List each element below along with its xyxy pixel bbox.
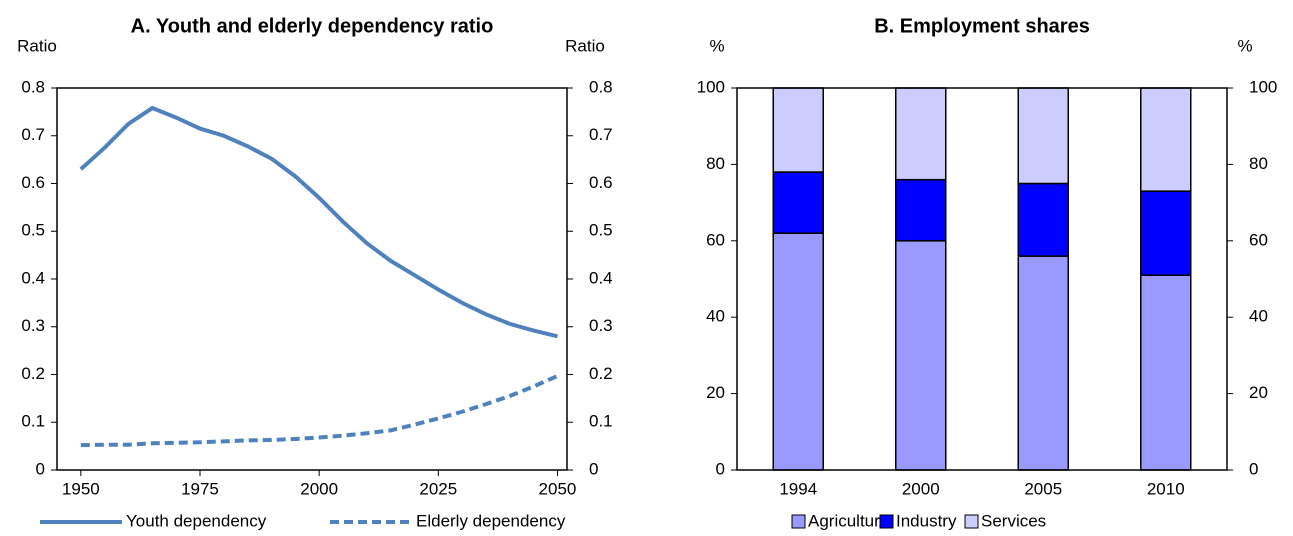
bar-segment (1140, 274, 1192, 471)
y-tick-label: 40 (706, 307, 725, 326)
bar-segment (772, 171, 824, 234)
x-tick-label: 1994 (779, 479, 817, 498)
y2-tick-label: 40 (1249, 307, 1268, 326)
bar-segment (1140, 190, 1192, 276)
y2-tick-label: 20 (1249, 383, 1268, 402)
y2-tick-label: 0.6 (589, 173, 613, 192)
y-tick-label: 100 (697, 77, 725, 96)
bar-segment (1017, 87, 1069, 185)
y2-tick-label: 0 (1249, 459, 1258, 478)
plot-frame (56, 87, 568, 471)
y2-tick-label: 0.5 (589, 221, 613, 240)
plot-frame (736, 87, 1228, 471)
y2-tick-label: 0.8 (589, 77, 613, 96)
y-axis-label: Ratio (17, 36, 57, 55)
bar-segment (895, 240, 947, 471)
bar-segment (1017, 255, 1069, 471)
y-tick-label: 20 (706, 383, 725, 402)
bar-segment (895, 178, 947, 242)
x-tick-label: 2025 (419, 479, 457, 498)
y-tick-label: 0.3 (21, 316, 45, 335)
y-tick-label: 0.4 (21, 268, 45, 287)
chart-title: A. Youth and elderly dependency ratio (131, 15, 494, 37)
legend-swatch (964, 514, 979, 529)
y2-tick-label: 0.7 (589, 125, 613, 144)
legend-label: Elderly dependency (416, 511, 566, 530)
y-axis-label: % (709, 36, 724, 55)
x-tick-label: 2010 (1147, 479, 1185, 498)
bar-segment (772, 87, 824, 173)
x-tick-label: 2000 (300, 479, 338, 498)
y-tick-label: 0.5 (21, 221, 45, 240)
legend-label: Agriculture (808, 511, 889, 530)
y-tick-label: 60 (706, 230, 725, 249)
y-tick-label: 0.7 (21, 125, 45, 144)
y2-tick-label: 0.4 (589, 268, 613, 287)
bar-segment (895, 87, 947, 181)
y2-tick-label: 80 (1249, 154, 1268, 173)
chart-title: B. Employment shares (874, 15, 1090, 37)
x-tick-label: 2000 (902, 479, 940, 498)
legend-label: Services (981, 511, 1046, 530)
y2-tick-label: 0 (589, 459, 598, 478)
y-tick-label: 0 (36, 459, 45, 478)
y2-tick-label: 0.1 (589, 412, 613, 431)
legend-label: Youth dependency (126, 511, 267, 530)
y2-tick-label: 0.2 (589, 364, 613, 383)
y-tick-label: 0.1 (21, 412, 45, 431)
legend-label: Industry (896, 511, 957, 530)
x-tick-label: 2050 (539, 479, 577, 498)
y-tick-label: 0.6 (21, 173, 45, 192)
y2-axis-label: Ratio (565, 36, 605, 55)
bar-segment (1140, 87, 1192, 192)
bar-segment (1017, 182, 1069, 257)
y-tick-label: 0.2 (21, 364, 45, 383)
y2-axis-label: % (1237, 36, 1252, 55)
x-tick-label: 2005 (1024, 479, 1062, 498)
y2-tick-label: 0.3 (589, 316, 613, 335)
bar-segment (772, 232, 824, 471)
x-tick-label: 1950 (62, 479, 100, 498)
data-line (79, 105, 558, 339)
y-tick-label: 0.8 (21, 77, 45, 96)
y2-tick-label: 100 (1249, 77, 1277, 96)
data-line (80, 374, 559, 448)
legend-swatch (879, 514, 894, 529)
y-tick-label: 0 (716, 459, 725, 478)
y2-tick-label: 60 (1249, 230, 1268, 249)
y-tick-label: 80 (706, 154, 725, 173)
legend-swatch (791, 514, 806, 529)
x-tick-label: 1975 (181, 479, 219, 498)
